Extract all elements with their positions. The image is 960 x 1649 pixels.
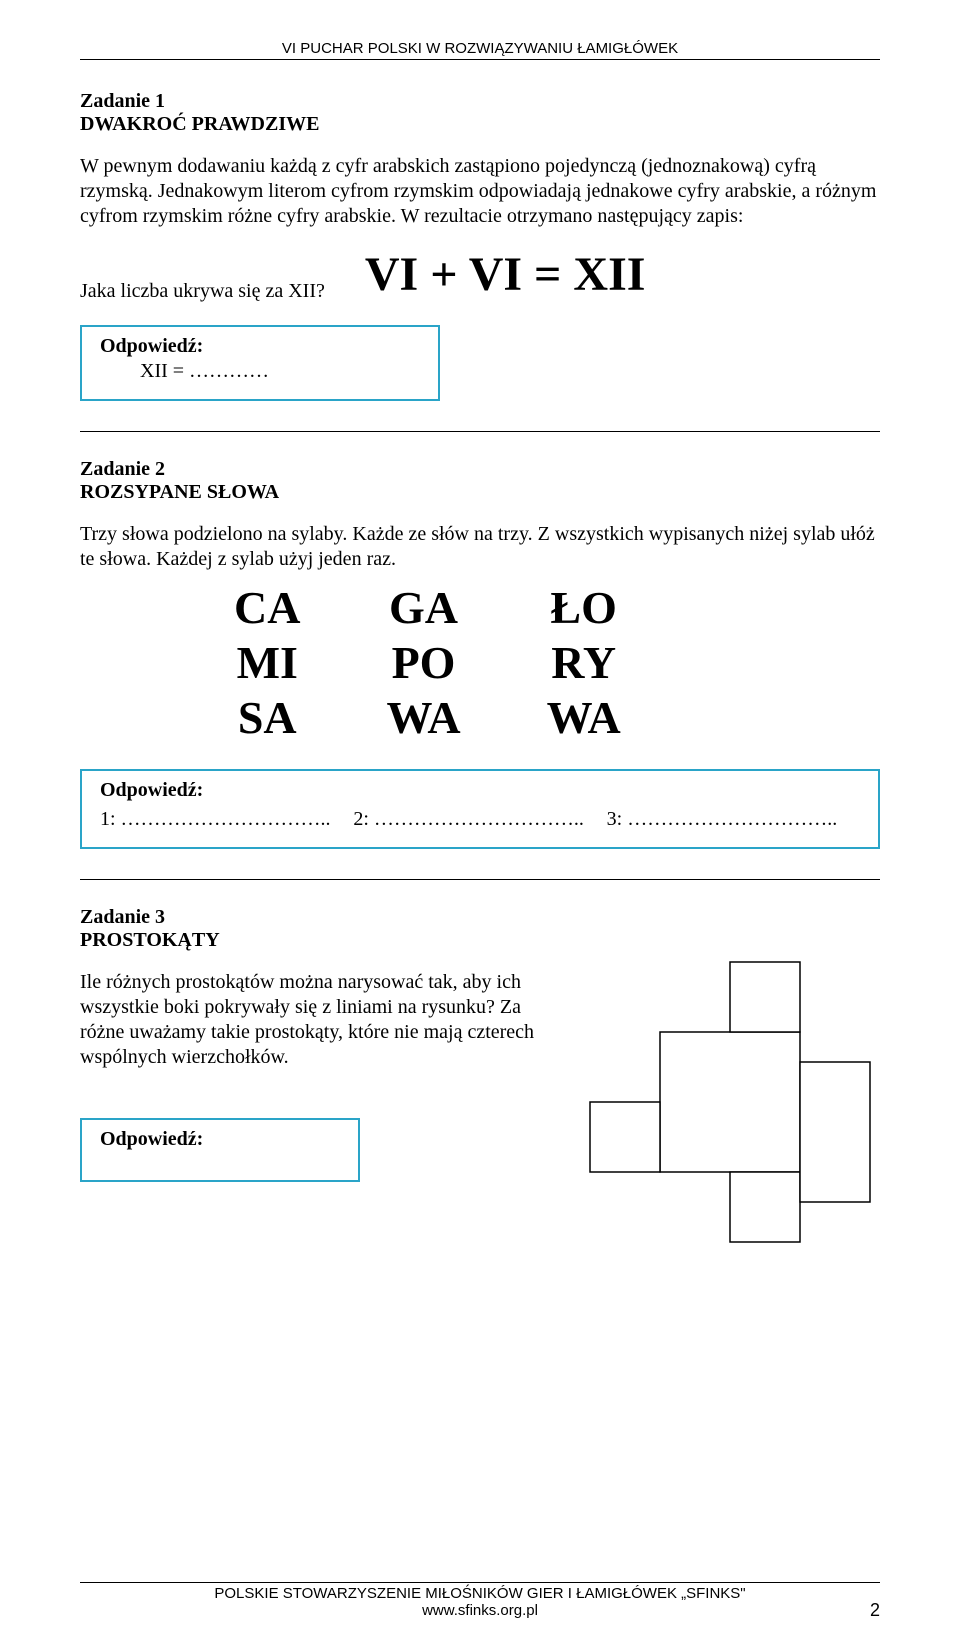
- task-3-number: Zadanie 3: [80, 906, 880, 929]
- page-number: 2: [870, 1600, 880, 1621]
- page-footer: POLSKIE STOWARZYSZENIE MIŁOŚNIKÓW GIER I…: [80, 1582, 880, 1619]
- page-header: VI PUCHAR POLSKI W ROZWIĄZYWANIU ŁAMIGŁÓ…: [80, 40, 880, 60]
- separator: [80, 879, 880, 880]
- task-3-title: PROSTOKĄTY: [80, 929, 880, 952]
- syllable-cell: ŁO: [505, 582, 663, 635]
- task-1-equation: VI + VI = XII: [365, 251, 646, 303]
- answer-label: Odpowiedź:: [100, 335, 420, 358]
- syllable-cell: RY: [505, 637, 663, 690]
- separator: [80, 431, 880, 432]
- answer-label: Odpowiedź:: [100, 1128, 340, 1151]
- syllable-cell: PO: [344, 637, 502, 690]
- task-2: Zadanie 2 ROZSYPANE SŁOWA Trzy słowa pod…: [80, 458, 880, 849]
- task-1-paragraph: W pewnym dodawaniu każdą z cyfr arabskic…: [80, 154, 880, 229]
- task-1-answer-line: XII = …………: [140, 360, 420, 383]
- task-1: Zadanie 1 DWAKROĆ PRAWDZIWE W pewnym dod…: [80, 90, 880, 401]
- footer-line-2: www.sfinks.org.pl: [80, 1602, 880, 1619]
- task-1-title: DWAKROĆ PRAWDZIWE: [80, 113, 880, 136]
- footer-line-1: POLSKIE STOWARZYSZENIE MIŁOŚNIKÓW GIER I…: [80, 1582, 880, 1602]
- task-2-title: ROZSYPANE SŁOWA: [80, 481, 880, 504]
- syllable-cell: WA: [344, 692, 502, 745]
- syllable-cell: WA: [505, 692, 663, 745]
- syllable-cell: CA: [192, 582, 342, 635]
- task-2-answer-box: Odpowiedź: 1: ………………………….. 2: ……………………………: [80, 769, 880, 849]
- task-1-question: Jaka liczba ukrywa się za XII?: [80, 280, 325, 303]
- task-2-answer-3: 3: …………………………..: [607, 808, 860, 831]
- task-2-number: Zadanie 2: [80, 458, 880, 481]
- syllable-cell: MI: [192, 637, 342, 690]
- task-2-paragraph: Trzy słowa podzielono na sylaby. Każde z…: [80, 522, 880, 572]
- task-2-answer-2: 2: …………………………..: [353, 808, 606, 831]
- task-1-answer-box: Odpowiedź: XII = …………: [80, 325, 440, 401]
- task-3-answer-box: Odpowiedź:: [80, 1118, 360, 1182]
- answer-label: Odpowiedź:: [100, 779, 860, 802]
- syllable-cell: SA: [192, 692, 342, 745]
- syllable-grid: CA GA ŁO MI PO RY SA WA WA: [190, 580, 665, 747]
- task-3-paragraph: Ile różnych prostokątów można narysować …: [80, 970, 564, 1070]
- task-1-number: Zadanie 1: [80, 90, 880, 113]
- task-3: Zadanie 3 PROSTOKĄTY Ile różnych prostok…: [80, 906, 880, 1257]
- syllable-cell: GA: [344, 582, 502, 635]
- rectangles-diagram: [580, 952, 880, 1252]
- task-2-answer-1: 1: …………………………..: [100, 808, 353, 831]
